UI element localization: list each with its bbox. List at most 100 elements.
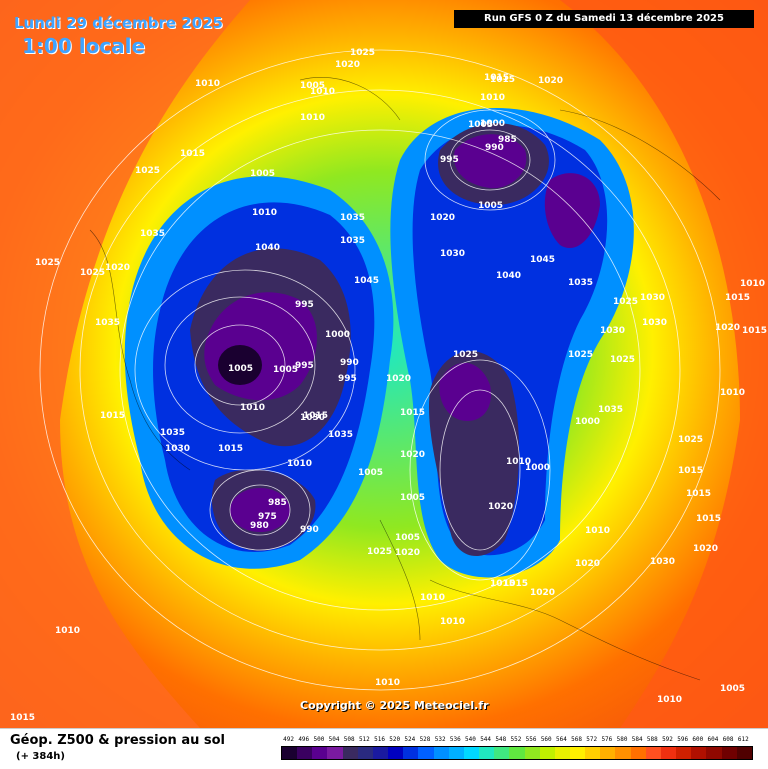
pressure-label: 1005	[468, 120, 493, 130]
pressure-label: 1015	[303, 411, 328, 421]
scale-labels: 492 496 500 504 508 512 516 520 524 528 532 536 540 5…	[281, 736, 751, 745]
scale-swatch	[706, 747, 722, 759]
pressure-label: 1020	[538, 76, 563, 86]
scale-label: 544	[480, 736, 492, 743]
warm-region-east	[560, 0, 768, 728]
pressure-label: 1025	[135, 166, 160, 176]
scale-swatch	[494, 747, 510, 759]
pressure-label: 1010	[240, 403, 265, 413]
scale-swatch	[403, 747, 419, 759]
pressure-label: 1005	[358, 468, 383, 478]
scale-label: 532	[434, 736, 446, 743]
scale-swatch	[297, 747, 313, 759]
scale-swatch	[630, 747, 646, 759]
scale-swatch	[600, 747, 616, 759]
scale-swatch	[372, 747, 389, 759]
pressure-label: 1025	[613, 297, 638, 307]
low-core-south	[230, 488, 290, 532]
pressure-label: 1010	[195, 79, 220, 89]
scale-swatch	[418, 747, 434, 759]
scale-swatch	[312, 747, 328, 759]
pressure-label: 1020	[530, 588, 555, 598]
scale-label: 584	[631, 736, 643, 743]
pressure-label: 995	[295, 361, 314, 371]
pressure-label: 995	[338, 374, 357, 384]
pressure-label: 1035	[95, 318, 120, 328]
pressure-label: 1010	[55, 626, 80, 636]
pressure-label: 1005	[478, 201, 503, 211]
pressure-label: 1020	[105, 263, 130, 273]
low-core-north	[454, 134, 527, 189]
coastlines	[89, 77, 721, 681]
pressure-label: 980	[250, 521, 269, 531]
scale-swatch	[463, 747, 480, 759]
scale-swatch	[539, 747, 555, 759]
scale-label: 612	[737, 736, 749, 743]
pressure-label: 1010	[585, 526, 610, 536]
pressure-label: 1010	[506, 457, 531, 467]
pressure-label: 1040	[255, 243, 280, 253]
pressure-label: 1035	[140, 229, 165, 239]
scale-label: 608	[722, 736, 734, 743]
pressure-label: 995	[295, 300, 314, 310]
scale-swatch	[342, 747, 358, 759]
pressure-label: 1020	[335, 60, 360, 70]
pressure-label: 1025	[350, 48, 375, 58]
pressure-label: 1025	[35, 258, 60, 268]
scale-label: 572	[586, 736, 598, 743]
legend-subtitle: (+ 384h)	[16, 751, 65, 762]
pressure-label: 1020	[395, 548, 420, 558]
forecast-time: 1:00 locale	[22, 34, 146, 58]
scale-swatch	[282, 747, 298, 759]
pressure-label: 1030	[300, 413, 325, 423]
pressure-label: 1035	[340, 236, 365, 246]
scale-swatch	[660, 747, 677, 759]
pressure-label: 1015	[686, 489, 711, 499]
pressure-label: 1000	[325, 330, 350, 340]
pressure-label: 1005	[720, 684, 745, 694]
scale-swatch	[585, 747, 601, 759]
scale-swatch	[615, 747, 631, 759]
scale-label: 604	[707, 736, 719, 743]
weather-map: 1025 1020 1010 1005 1010 1010 1015 1025 1005 1010…	[0, 0, 768, 728]
scale-label: 512	[358, 736, 370, 743]
trough-inner-east	[544, 173, 600, 249]
pressure-label: 1020	[400, 450, 425, 460]
pressure-label: 1015	[725, 293, 750, 303]
pressure-label: 1005	[250, 169, 275, 179]
copyright: Copyright © 2025 Meteociel.fr	[300, 699, 489, 712]
scale-swatch	[569, 747, 586, 759]
scale-label: 560	[540, 736, 552, 743]
scale-swatch	[554, 747, 570, 759]
scale-label: 500	[313, 736, 325, 743]
pressure-labels: 1025 1020 1010 1005 1010 1010 1015 1025 1005 1010…	[10, 48, 767, 723]
pressure-label: 990	[300, 525, 319, 535]
pressure-label: 1030	[165, 444, 190, 454]
scale-label: 576	[601, 736, 613, 743]
scale-label: 600	[692, 736, 704, 743]
pressure-label: 995	[440, 155, 459, 165]
scale-label: 536	[449, 736, 461, 743]
pressure-label: 1030	[642, 318, 667, 328]
pressure-label: 1015	[180, 149, 205, 159]
pressure-label: 1025	[453, 350, 478, 360]
scale-label: 580	[616, 736, 628, 743]
pressure-label: 1030	[440, 249, 465, 259]
pressure-label: 1015	[10, 713, 35, 723]
color-scale	[281, 746, 753, 760]
pressure-label: 990	[485, 143, 504, 153]
pressure-label: 1015	[696, 514, 721, 524]
pressure-label: 1015	[218, 444, 243, 454]
pressure-label: 1020	[430, 213, 455, 223]
scale-label: 524	[404, 736, 416, 743]
pressure-label: 1015	[678, 466, 703, 476]
pressure-label: 1015	[490, 75, 515, 85]
scale-label: 516	[374, 736, 385, 743]
scale-swatch	[479, 747, 495, 759]
scale-swatch	[509, 747, 525, 759]
scale-label: 548	[495, 736, 507, 743]
pressure-label: 1000	[525, 463, 550, 473]
pressure-label: 1015	[742, 326, 767, 336]
pressure-label: 1035	[328, 430, 353, 440]
scale-label: 504	[328, 736, 340, 743]
